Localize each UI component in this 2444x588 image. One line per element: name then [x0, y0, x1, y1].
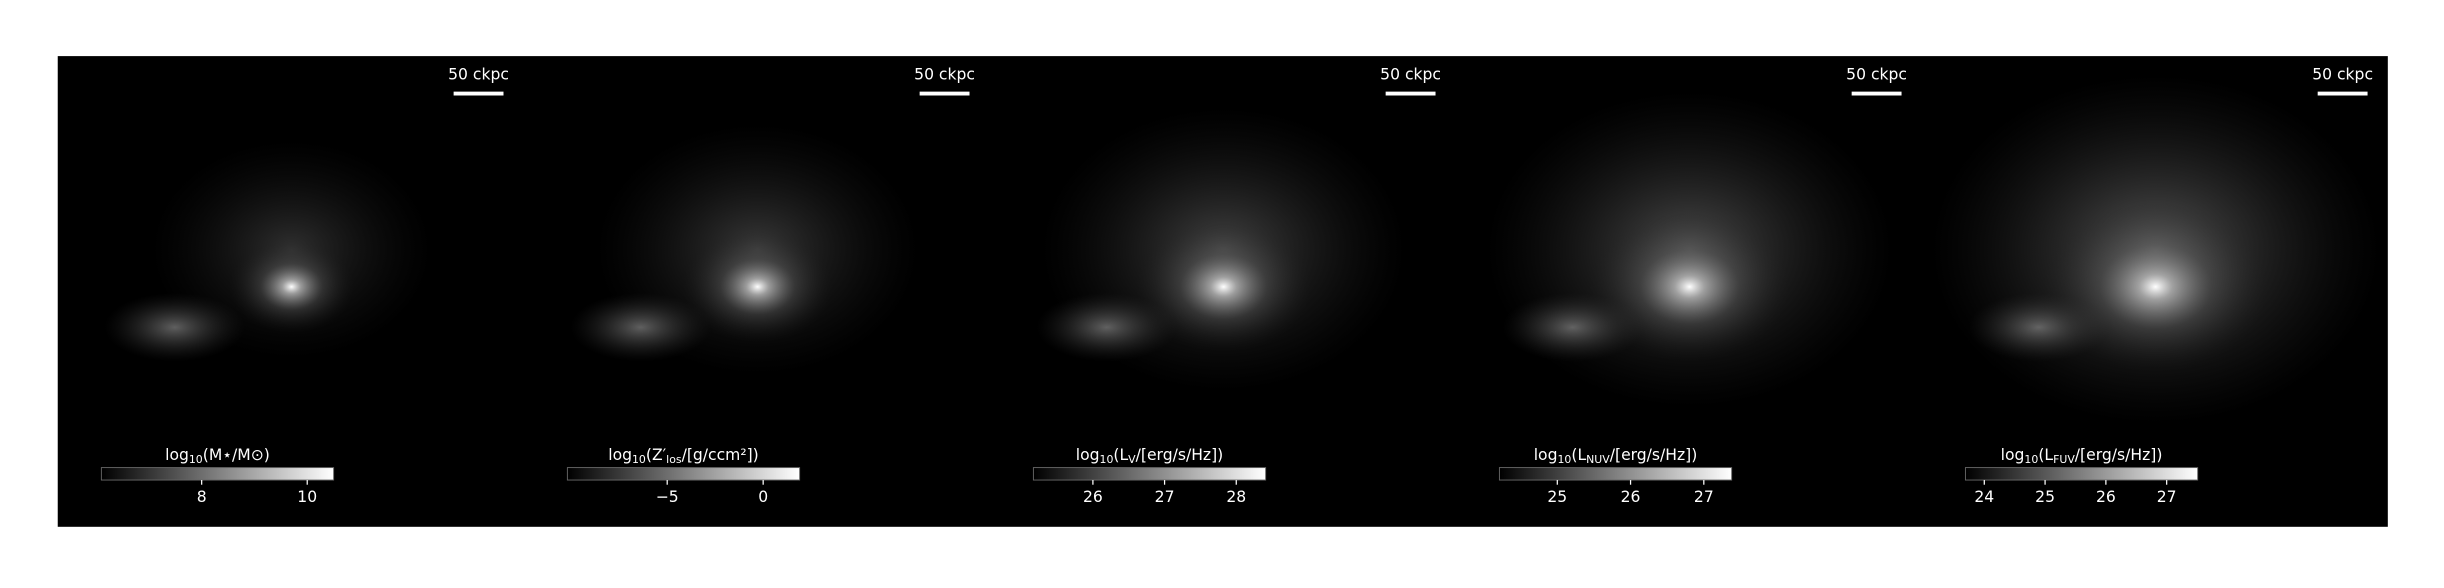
colorbar-label: log10(Z′los/[g/ccm²])	[608, 446, 759, 466]
colorbar-label-part: log	[2001, 446, 2025, 464]
colorbar-tick-label: 25	[1547, 488, 1567, 506]
colorbar-label-part: (L	[1571, 446, 1586, 464]
colorbar-label-part: /[erg/s/Hz])	[2075, 446, 2163, 464]
colorbar-label-part: log	[165, 446, 189, 464]
colorbar	[100, 467, 335, 481]
colorbar-tick-label: 26	[1621, 488, 1641, 506]
galaxy-arm	[570, 293, 711, 362]
scale-bar-label: 50 ckpc	[1380, 65, 1441, 83]
colorbar	[566, 467, 801, 481]
colorbar-label-part: 10	[1100, 453, 1114, 466]
colorbar-tick-label: 26	[1083, 488, 1103, 506]
colorbar-label-part: 10	[632, 453, 646, 466]
colorbar-tick-label: 27	[2157, 488, 2177, 506]
colorbar-label: log10(M⋆/M⊙)	[165, 446, 270, 466]
colorbar	[1498, 467, 1733, 481]
colorbar-tick-label: 10	[297, 488, 317, 506]
colorbar-label-part: log	[1076, 446, 1100, 464]
scale-bar-label: 50 ckpc	[914, 65, 975, 83]
colorbar-tick-label: 27	[1694, 488, 1714, 506]
colorbar-label: log10(LFUV/[erg/s/Hz])	[2001, 446, 2163, 466]
scale-bar-label: 50 ckpc	[2312, 65, 2373, 83]
colorbar-tick-label: 8	[197, 488, 207, 506]
colorbar-tick-label: 27	[1155, 488, 1175, 506]
colorbar-label-part: 10	[2024, 453, 2038, 466]
colorbar-tick-label: 26	[2096, 488, 2116, 506]
galaxy-core	[1136, 221, 1311, 353]
colorbar-label-part: /[g/ccm²])	[682, 446, 759, 464]
colorbar-label-part: (L	[2038, 446, 2053, 464]
galaxy-core	[1589, 211, 1790, 362]
colorbar-label-part: 10	[189, 453, 203, 466]
colorbar-label-part: 10	[1557, 453, 1571, 466]
colorbar	[1964, 467, 2199, 481]
colorbar-label-part: FUV	[2053, 453, 2075, 466]
colorbar	[1032, 467, 1267, 481]
scale-bar-label: 50 ckpc	[448, 65, 509, 83]
colorbar-tick-label: 25	[2035, 488, 2055, 506]
colorbar-label-part: (Z′	[646, 446, 667, 464]
colorbar-tick-label: 28	[1226, 488, 1246, 506]
colorbar-label-part: /[erg/s/Hz])	[1610, 446, 1698, 464]
colorbar-label-part: (M⋆/M⊙)	[203, 446, 270, 464]
galaxy-core	[682, 230, 833, 343]
colorbar-label: log10(LNUV/[erg/s/Hz])	[1534, 446, 1698, 466]
scale-bar-label: 50 ckpc	[1846, 65, 1907, 83]
colorbar-label-part: log	[1534, 446, 1558, 464]
colorbar-label-part: /[erg/s/Hz])	[1136, 446, 1224, 464]
colorbar-label-part: los	[666, 453, 682, 466]
colorbar-label: log10(LV/[erg/s/Hz])	[1076, 446, 1223, 466]
colorbar-label-part: NUV	[1586, 453, 1610, 466]
colorbar-label-part: log	[608, 446, 632, 464]
colorbar-tick-label: 24	[1974, 488, 1994, 506]
galaxy-core	[2043, 202, 2268, 371]
colorbar-tick-label: 0	[758, 488, 768, 506]
colorbar-label-part: V	[1128, 453, 1136, 466]
colorbar-tick-label: −5	[656, 488, 679, 506]
galaxy-arm	[104, 293, 245, 362]
galaxy-arm	[1036, 293, 1177, 362]
galaxy-core	[229, 240, 354, 334]
colorbar-label-part: (L	[1113, 446, 1128, 464]
